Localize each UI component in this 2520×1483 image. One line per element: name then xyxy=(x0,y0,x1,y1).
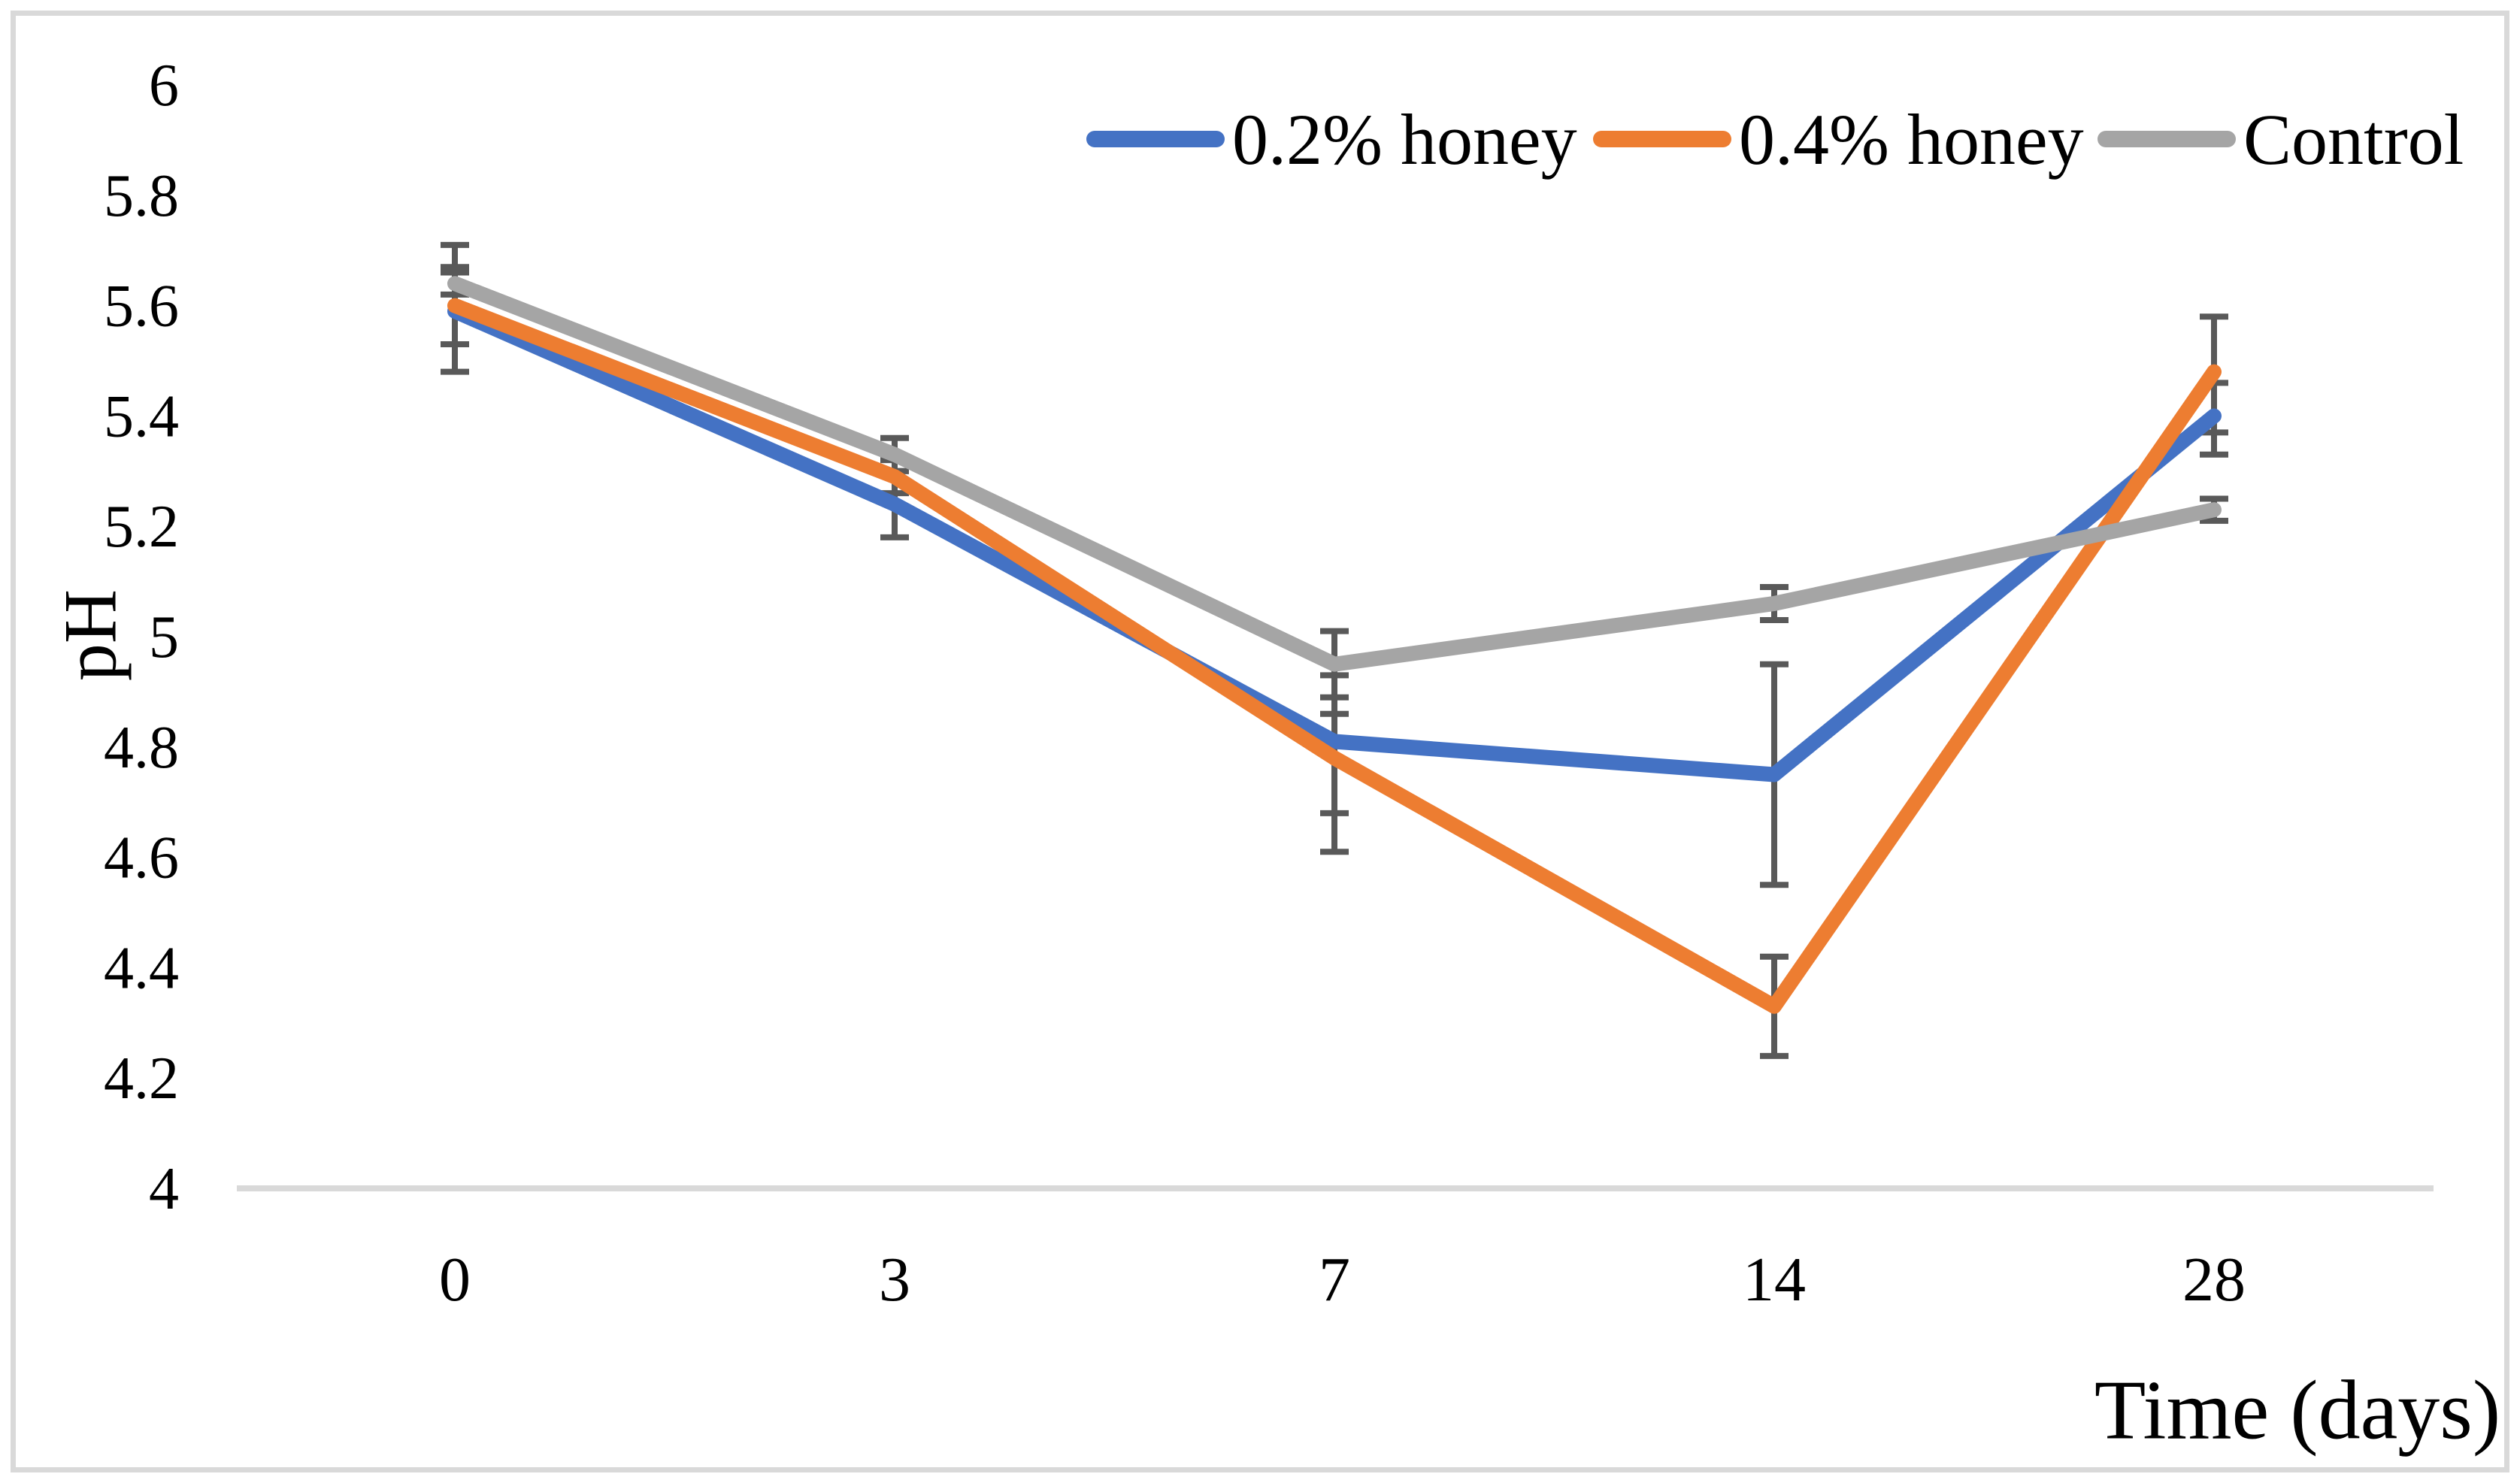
x-tick-label-1: 3 xyxy=(879,1245,910,1315)
y-axis-title: pH xyxy=(48,589,132,682)
y-tick-label-8: 4.4 xyxy=(104,935,179,1001)
x-tick-label-3: 14 xyxy=(1743,1245,1806,1315)
legend-swatch-02-honey xyxy=(1086,131,1225,147)
x-axis-title: Time (days) xyxy=(2094,1363,2501,1457)
legend-label-02-honey: 0.2% honey xyxy=(1232,98,1577,180)
series-line-2 xyxy=(447,276,2222,672)
legend-label-04-honey: 0.4% honey xyxy=(1739,98,2084,180)
y-tick-label-10: 4 xyxy=(149,1156,179,1222)
legend-item-02-honey: 0.2% honey xyxy=(1086,98,1577,180)
legend-label-control: Control xyxy=(2243,98,2464,180)
y-tick-label-6: 4.8 xyxy=(104,715,179,781)
x-tick-label-0: 0 xyxy=(439,1245,471,1315)
y-tick-label-0: 6 xyxy=(149,53,179,119)
legend-swatch-control xyxy=(2097,131,2236,147)
y-tick-label-5: 5 xyxy=(149,604,179,670)
series-line-0 xyxy=(447,303,2222,782)
y-tick-label-7: 4.6 xyxy=(104,825,179,891)
x-tick-label-2: 7 xyxy=(1319,1245,1350,1315)
y-tick-label-3: 5.4 xyxy=(104,383,179,449)
y-tick-label-4: 5.2 xyxy=(104,494,179,560)
legend-item-04-honey: 0.4% honey xyxy=(1593,98,2084,180)
series-line-1 xyxy=(447,298,2222,1014)
y-tick-label-1: 5.8 xyxy=(104,163,179,229)
legend-swatch-04-honey xyxy=(1593,131,1731,147)
legend-item-control: Control xyxy=(2097,98,2464,180)
x-tick-label-4: 28 xyxy=(2182,1245,2246,1315)
y-tick-label-2: 5.6 xyxy=(104,274,179,340)
y-tick-label-9: 4.2 xyxy=(104,1046,179,1112)
